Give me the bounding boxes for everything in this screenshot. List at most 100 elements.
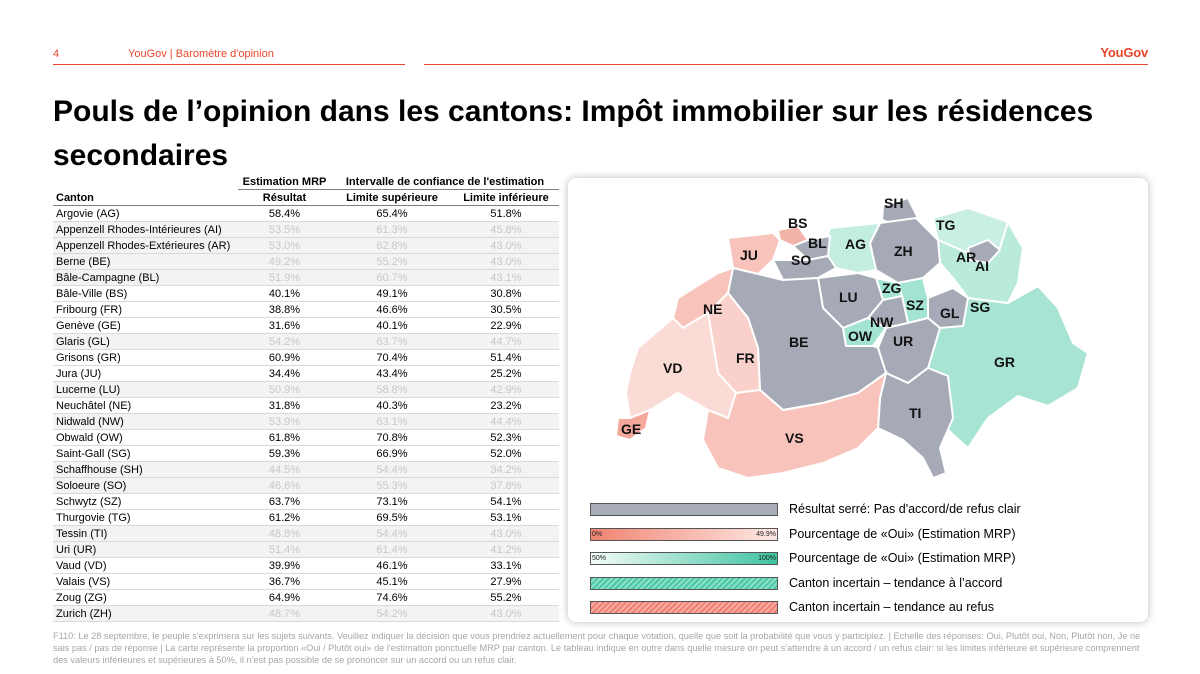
cell-lower: 42.9%: [490, 384, 522, 396]
canton-shape-ar: [966, 238, 1002, 265]
cell-lower: 33.1%: [490, 560, 522, 572]
cell-upper: 60.7%: [376, 272, 408, 284]
canton-shape-vs: [701, 370, 888, 480]
cell-result: 58.4%: [268, 208, 301, 220]
cell-canton: Saint-Gall (SG): [56, 448, 131, 460]
cell-upper: 70.4%: [376, 352, 408, 364]
legend-scale-max: 100%: [758, 555, 776, 562]
table-row: Tessin (TI) 48.8% 54.4% 43.0%: [53, 526, 559, 542]
cell-upper: 55.2%: [376, 256, 408, 268]
cell-canton: Genève (GE): [56, 320, 121, 332]
cell-canton: Soloeure (SO): [56, 480, 127, 492]
cell-result: 61.2%: [268, 512, 301, 524]
map-label-zg: ZG: [882, 280, 902, 296]
cell-lower: 41.2%: [490, 544, 522, 556]
cell-upper: 55.3%: [376, 480, 408, 492]
yougov-logo: YouGov: [1100, 45, 1148, 60]
legend-swatch-red-gradient: 0% 49.9%: [590, 528, 778, 541]
cell-lower: 37.8%: [490, 480, 522, 492]
cell-result: 49.2%: [268, 256, 301, 268]
map-label-ag: AG: [845, 236, 866, 252]
map-label-sz: SZ: [906, 297, 924, 313]
canton-shape-ti: [876, 366, 955, 480]
cell-upper: 70.8%: [376, 432, 408, 444]
cell-lower: 54.1%: [490, 496, 522, 508]
table-row: Vaud (VD) 39.9% 46.1% 33.1%: [53, 558, 559, 574]
table-row: Lucerne (LU) 50.9% 58.8% 42.9%: [53, 382, 559, 398]
map-card: SH BS TG BL AG ZH JU SO AR AI ZG LU NE SZ SG GL NW OW UR BE…: [568, 178, 1148, 622]
map-label-so: SO: [791, 252, 811, 268]
cell-canton: Nidwald (NW): [56, 416, 124, 428]
map-label-vd: VD: [663, 360, 682, 376]
table-row: Grisons (GR) 60.9% 70.4% 51.4%: [53, 350, 559, 366]
legend-label: Résultat serré: Pas d'accord/de refus cl…: [789, 502, 1021, 516]
legend-item-yes-red-scale: 0% 49.9% Pourcentage de «Oui» (Estimatio…: [590, 526, 1016, 542]
cell-canton: Neuchâtel (NE): [56, 400, 132, 412]
legend-swatch-hatch-red: [590, 601, 778, 614]
legend-item-uncertain-refuse: Canton incertain – tendance au refus: [590, 599, 1010, 615]
cell-canton: Argovie (AG): [56, 208, 120, 220]
cell-result: 31.6%: [268, 320, 301, 332]
cell-canton: Uri (UR): [56, 544, 97, 556]
cell-lower: 51.8%: [490, 208, 522, 220]
table-row: Genève (GE) 31.6% 40.1% 22.9%: [53, 318, 559, 334]
cell-canton: Lucerne (LU): [56, 384, 121, 396]
legend-item-close-result: Résultat serré: Pas d'accord/de refus cl…: [590, 501, 1021, 517]
group-header-interval: Intervalle de confiance de l'estimation: [331, 174, 559, 190]
cell-result: 38.8%: [268, 304, 301, 316]
cell-canton: Glaris (GL): [56, 336, 110, 348]
map-label-ne: NE: [703, 301, 722, 317]
map-label-ow: OW: [848, 328, 873, 344]
cell-result: 51.9%: [268, 272, 301, 284]
cell-upper: 63.7%: [376, 336, 408, 348]
cell-result: 61.8%: [268, 432, 301, 444]
page-title: Pouls de l’opinion dans les cantons: Imp…: [53, 95, 1094, 172]
canton-shape-ge: [614, 408, 652, 442]
column-header-lower: Limite inférieure: [463, 192, 549, 204]
table-row: Glaris (GL) 54.2% 63.7% 44.7%: [53, 334, 559, 350]
table-row: Thurgovie (TG) 61.2% 69.5% 53.1%: [53, 510, 559, 526]
cell-result: 39.9%: [268, 560, 301, 572]
cell-result: 60.9%: [268, 352, 301, 364]
cell-lower: 43.0%: [490, 256, 522, 268]
column-header-result: Résultat: [262, 192, 307, 204]
legend-label: Canton incertain – tendance à l’accord: [789, 576, 1003, 590]
cell-upper: 40.3%: [376, 400, 408, 412]
map-label-bs: BS: [788, 215, 807, 231]
cell-canton: Grisons (GR): [56, 352, 121, 364]
map-label-vs: VS: [785, 430, 804, 446]
cell-upper: 46.1%: [376, 560, 408, 572]
cell-upper: 49.1%: [376, 288, 408, 300]
cell-lower: 30.8%: [490, 288, 522, 300]
cell-result: 34.4%: [268, 368, 301, 380]
footnote: F110: Le 28 septembre, le peuple s'expri…: [53, 631, 1141, 665]
table-row: Appenzell Rhodes-Intérieures (AI) 53.5% 61…: [53, 222, 559, 238]
cell-result: 40.1%: [268, 288, 301, 300]
cell-result: 63.7%: [268, 496, 301, 508]
map-label-lu: LU: [839, 289, 858, 305]
cell-result: 48.7%: [268, 608, 301, 620]
cell-canton: Bâle-Ville (BS): [56, 288, 128, 300]
table-row: Neuchâtel (NE) 31.8% 40.3% 23.2%: [53, 398, 559, 414]
cell-upper: 65.4%: [376, 208, 408, 220]
cell-canton: Schwytz (SZ): [56, 496, 122, 508]
map-label-be: BE: [789, 334, 808, 350]
table-row: Zoug (ZG) 64.9% 74.6% 55.2%: [53, 590, 559, 606]
canton-shape-bl: [791, 234, 832, 262]
cell-upper: 63.1%: [376, 416, 408, 428]
table-row: Appenzell Rhodes-Extérieures (AR) 53.0% 62…: [53, 238, 559, 254]
table-row: Zurich (ZH) 48.7% 54.2% 43.0%: [53, 606, 559, 622]
table-body: Argovie (AG) 58.4% 65.4% 51.8% Appenzell Rho…: [53, 206, 559, 622]
map-label-bl: BL: [808, 235, 827, 251]
cell-canton: Fribourg (FR): [56, 304, 123, 316]
cell-canton: Jura (JU): [56, 368, 102, 380]
cell-lower: 52.3%: [490, 432, 522, 444]
cell-upper: 40.1%: [376, 320, 408, 332]
cell-upper: 58.8%: [376, 384, 408, 396]
cell-lower: 43.1%: [490, 272, 522, 284]
table-group-header: Estimation MRP Intervalle de confiance d…: [53, 174, 559, 190]
map-label-tg: TG: [936, 217, 956, 233]
map-label-fr: FR: [736, 350, 755, 366]
report-title: YouGov | Baromètre d'opinion: [128, 48, 274, 60]
